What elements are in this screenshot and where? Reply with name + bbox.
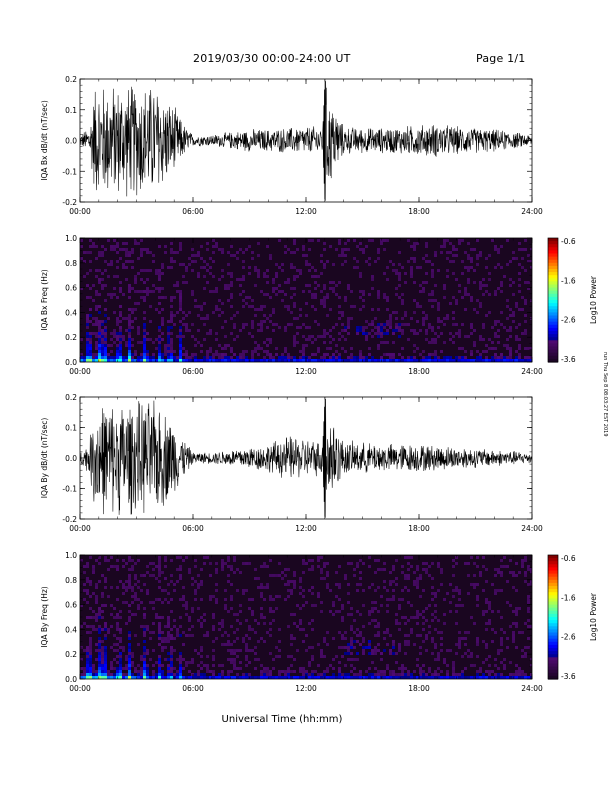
- y-tick-label: 0.0: [65, 358, 77, 367]
- y-axis-label: IQA Bx dB/dt (nT/sec): [40, 100, 49, 181]
- y-axis-label: IQA By dB/dt (nT/sec): [40, 418, 49, 499]
- x-tick-label: 12:00: [295, 367, 317, 376]
- x-axis-label: Universal Time (hh:mm): [222, 714, 343, 725]
- colorbar-tick-label: -2.6: [561, 316, 576, 325]
- y-tick-label: -0.2: [62, 515, 77, 524]
- y-tick-label: 0.2: [65, 650, 77, 659]
- y-tick-label: 0.1: [65, 106, 77, 115]
- colorbar: -0.6 -1.6 -2.6 -3.6 Log10 Power: [547, 554, 598, 681]
- y-tick-label: 0.2: [65, 75, 77, 84]
- x-tick-label: 18:00: [408, 684, 430, 693]
- x-tick-label: 00:00: [69, 524, 91, 533]
- x-tick-label: 06:00: [182, 524, 204, 533]
- x-tick-label: 18:00: [408, 524, 430, 533]
- y-tick-label: 0.6: [65, 284, 77, 293]
- panel-1: 00:00 06:00 12:00 18:00 24:00 -0.2 -0.1 0.0 0.1 0…: [40, 75, 543, 216]
- y-tick-label: 0.0: [65, 675, 77, 684]
- waveform-line: [80, 79, 532, 201]
- colorbar-frame: [547, 554, 559, 680]
- colorbar-tick-label: -0.6: [561, 554, 576, 563]
- x-tick-label: 12:00: [295, 524, 317, 533]
- y-tick-label: -0.2: [62, 198, 77, 207]
- y-tick-label: 0.2: [65, 393, 77, 402]
- colorbar-label: Log10 Power: [589, 275, 598, 324]
- x-tick-label: 06:00: [182, 367, 204, 376]
- x-tick-label: 24:00: [521, 524, 543, 533]
- x-tick-label: 24:00: [521, 684, 543, 693]
- panel-4: -0.6 -1.6 -2.6 -3.6 Log10 Power 00:00 06:00 12:…: [40, 551, 598, 693]
- y-tick-label: 0.6: [65, 601, 77, 610]
- figure-title: 2019/03/30 00:00-24:00 UT: [193, 52, 351, 65]
- y-tick-label: 0.0: [65, 454, 77, 463]
- y-tick-label: -0.1: [62, 485, 77, 494]
- colorbar-tick-label: -2.6: [561, 633, 576, 642]
- colorbar-tick-label: -0.6: [561, 237, 576, 246]
- y-axis-label: IQA Bx Freq (Hz): [40, 269, 49, 331]
- x-tick-label: 12:00: [295, 207, 317, 216]
- panel-3: 00:00 06:00 12:00 18:00 24:00 -0.2 -0.1 0.0 0.1 0…: [40, 393, 543, 533]
- x-tick-label: 00:00: [69, 207, 91, 216]
- spectrogram: [80, 555, 532, 679]
- y-tick-label: 0.1: [65, 424, 77, 433]
- colorbar-tick-label: -1.6: [561, 593, 576, 602]
- y-tick-label: -0.1: [62, 167, 77, 176]
- waveform-line: [80, 397, 532, 518]
- y-tick-label: 0.8: [65, 259, 77, 268]
- spectrogram: [80, 238, 532, 362]
- page-label: Page 1/1: [476, 52, 526, 65]
- x-tick-label: 06:00: [182, 207, 204, 216]
- y-tick-label: 0.2: [65, 333, 77, 342]
- panel-2: -0.6 -1.6 -2.6 -3.6 Log10 Power 00:00 06:00 12:…: [40, 234, 598, 376]
- colorbar-tick-label: -3.6: [561, 355, 576, 364]
- y-tick-label: 0.4: [65, 308, 77, 317]
- x-tick-label: 12:00: [295, 684, 317, 693]
- colorbar-tick-label: -3.6: [561, 672, 576, 681]
- y-tick-label: 0.0: [65, 137, 77, 146]
- colorbar-label: Log10 Power: [589, 592, 598, 641]
- colorbar: -0.6 -1.6 -2.6 -3.6 Log10 Power: [547, 237, 598, 364]
- y-tick-label: 1.0: [65, 234, 77, 243]
- colorbar-frame: [547, 237, 559, 363]
- x-tick-label: 24:00: [521, 367, 543, 376]
- y-tick-label: 0.4: [65, 625, 77, 634]
- x-tick-label: 18:00: [408, 207, 430, 216]
- x-tick-label: 00:00: [69, 684, 91, 693]
- x-tick-label: 18:00: [408, 367, 430, 376]
- y-tick-label: 0.8: [65, 576, 77, 585]
- x-tick-label: 24:00: [521, 207, 543, 216]
- y-axis-label: IQA By Freq (Hz): [40, 586, 49, 648]
- colorbar-tick-label: -1.6: [561, 276, 576, 285]
- x-tick-label: 06:00: [182, 684, 204, 693]
- y-tick-label: 1.0: [65, 551, 77, 560]
- x-tick-label: 00:00: [69, 367, 91, 376]
